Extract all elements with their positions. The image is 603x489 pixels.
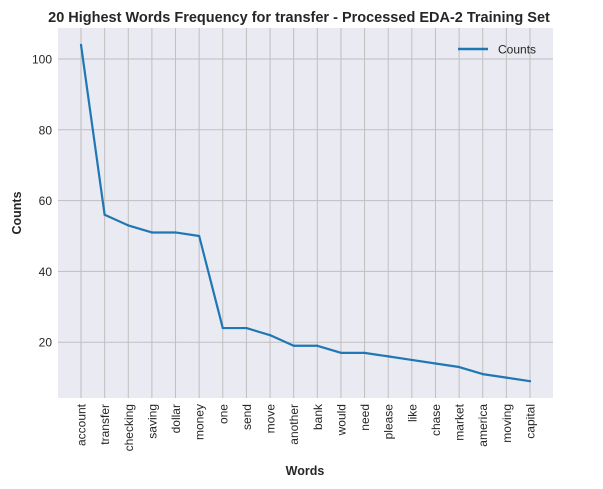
data-point — [363, 351, 366, 354]
y-tick-label: 60 — [39, 194, 53, 208]
data-point — [434, 362, 437, 365]
x-tick-label: account — [75, 403, 89, 446]
data-point — [150, 231, 153, 234]
x-tick-label: saving — [145, 404, 159, 439]
x-tick-label: chase — [429, 404, 443, 436]
data-point — [528, 380, 532, 383]
x-tick-label: move — [264, 404, 278, 434]
x-tick-label: dollar — [169, 404, 183, 433]
x-tick-label: checking — [122, 404, 136, 451]
data-point — [221, 326, 224, 330]
series-line — [79, 43, 532, 383]
x-tick-label: bank — [311, 403, 325, 430]
x-tick-label: another — [287, 404, 301, 445]
data-point — [198, 234, 201, 238]
x-tick-label: send — [240, 404, 254, 430]
data-point — [505, 376, 508, 379]
y-axis-ticks: 20 40 60 80 100 — [32, 52, 52, 349]
chart-title: 20 Highest Words Frequency for transfer … — [48, 10, 550, 26]
data-point — [268, 334, 272, 337]
x-tick-label: money — [193, 404, 207, 440]
x-tick-label: please — [382, 404, 396, 440]
data-point — [127, 224, 130, 227]
legend: Counts — [458, 43, 536, 57]
data-point — [79, 43, 83, 46]
data-point — [292, 344, 295, 347]
x-tick-label: moving — [500, 404, 514, 443]
x-tick-label: america — [476, 404, 490, 447]
x-tick-label: like — [405, 404, 419, 422]
data-point — [316, 344, 319, 347]
x-tick-label: transfer — [98, 404, 112, 445]
series-layer — [79, 43, 532, 383]
x-tick-label: would — [334, 404, 348, 436]
data-point — [481, 373, 484, 376]
data-point — [458, 365, 461, 369]
y-tick-label: 20 — [39, 336, 53, 350]
y-tick-label: 40 — [39, 265, 53, 279]
legend-label: Counts — [498, 43, 536, 57]
x-axis-ticks: account transfer checking saving dollar money… — [75, 403, 538, 451]
x-tick-label: need — [358, 404, 372, 431]
x-tick-label: capital — [524, 404, 538, 439]
y-tick-label: 100 — [32, 52, 52, 66]
plot-area — [58, 28, 553, 398]
data-point — [103, 213, 106, 216]
y-axis-label: Counts — [10, 191, 24, 234]
x-tick-label: market — [453, 403, 467, 440]
x-axis-label: Words — [286, 464, 325, 478]
data-point — [339, 351, 343, 354]
y-tick-label: 80 — [39, 123, 53, 137]
data-point — [245, 326, 248, 330]
data-point — [387, 355, 390, 358]
grid — [58, 28, 553, 398]
x-tick-label: one — [216, 404, 230, 424]
data-point — [174, 231, 177, 234]
data-point — [410, 358, 413, 362]
